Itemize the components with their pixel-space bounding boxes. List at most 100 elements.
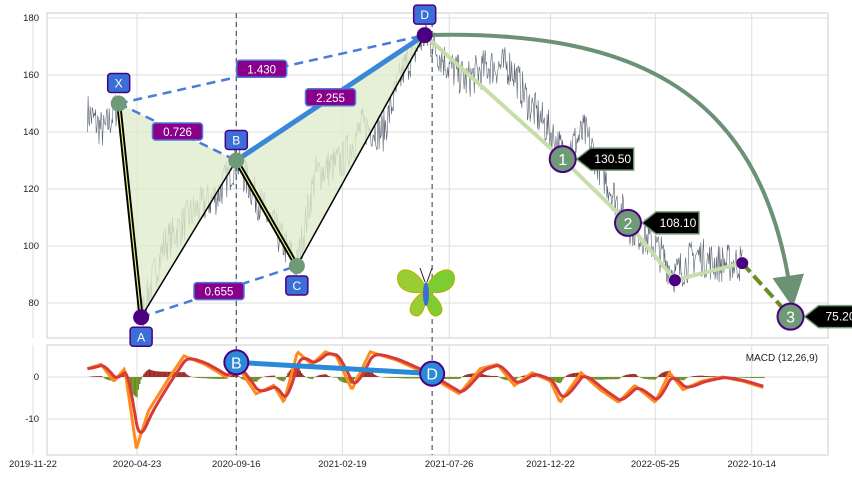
histogram-bar: [203, 377, 204, 378]
histogram-bar: [134, 377, 135, 396]
histogram-bar: [143, 374, 144, 377]
histogram-bar: [680, 377, 681, 380]
histogram-bar: [140, 377, 141, 380]
histogram-bar: [747, 377, 748, 378]
histogram-bar: [463, 376, 464, 377]
histogram-bar: [324, 374, 325, 377]
histogram-bar: [614, 377, 615, 379]
histogram-bar: [214, 377, 215, 379]
histogram-bar: [714, 376, 715, 377]
histogram-bar: [739, 377, 740, 378]
histogram-bar: [281, 377, 282, 381]
histogram-bar: [557, 377, 558, 383]
macd-tick-label: 0: [34, 372, 39, 383]
histogram-bar: [98, 376, 99, 377]
point-label: A: [137, 330, 145, 344]
point-label: C: [293, 279, 302, 293]
histogram-bar: [699, 376, 700, 377]
histogram-bar: [762, 377, 763, 378]
target-number: 1: [558, 152, 567, 169]
histogram-bar: [97, 376, 98, 377]
histogram-bar: [276, 377, 277, 379]
histogram-bar: [464, 375, 465, 377]
histogram-bar: [222, 377, 223, 379]
histogram-bar: [495, 376, 496, 377]
histogram-bar: [274, 376, 275, 377]
histogram-bar: [521, 376, 522, 377]
histogram-bar: [686, 377, 687, 378]
pattern-point: [111, 96, 127, 112]
histogram-bar: [207, 377, 208, 378]
histogram-bar: [354, 377, 355, 379]
histogram-bar: [187, 375, 188, 377]
x-tick-label: 2021-12-22: [526, 459, 575, 470]
histogram-bar: [162, 372, 163, 377]
histogram-bar: [597, 377, 598, 380]
histogram-bar: [634, 374, 635, 377]
histogram-bar: [301, 373, 302, 377]
histogram-bar: [221, 377, 222, 379]
histogram-bar: [554, 377, 555, 381]
histogram-bar: [606, 377, 607, 379]
histogram-bar: [108, 377, 109, 380]
histogram-bar: [199, 377, 200, 378]
histogram-bar: [204, 377, 205, 378]
histogram-bar: [746, 377, 747, 378]
histogram-bar: [608, 377, 609, 379]
histogram-bar: [649, 377, 650, 379]
histogram-bar: [206, 377, 207, 378]
histogram-bar: [563, 377, 564, 378]
histogram-bar: [566, 375, 567, 377]
histogram-bar: [615, 377, 616, 379]
histogram-bar: [487, 375, 488, 377]
histogram-bar: [648, 377, 649, 379]
histogram-bar: [612, 377, 613, 379]
histogram-bar: [623, 376, 624, 377]
histogram-bar: [456, 377, 457, 379]
histogram-bar: [219, 377, 220, 379]
y-tick-label: 120: [23, 184, 39, 195]
histogram-bar: [502, 377, 503, 379]
histogram-bar: [490, 376, 491, 377]
histogram-bar: [572, 373, 573, 377]
macd-panel: [47, 345, 828, 455]
histogram-bar: [309, 377, 310, 379]
histogram-bar: [631, 374, 632, 377]
histogram-bar: [703, 376, 704, 377]
histogram-bar: [253, 377, 254, 382]
histogram-bar: [104, 377, 105, 378]
histogram-bar: [599, 377, 600, 380]
histogram-bar: [603, 377, 604, 380]
histogram-bar: [210, 377, 211, 379]
histogram-bar: [399, 377, 400, 378]
histogram-bar: [750, 377, 751, 378]
histogram-bar: [410, 377, 411, 378]
x-tick-label: 2021-02-19: [318, 459, 367, 470]
x-tick-label: 2019-11-22: [9, 459, 57, 470]
histogram-bar: [758, 377, 759, 378]
histogram-bar: [604, 377, 605, 379]
histogram-bar: [195, 377, 196, 378]
histogram-bar: [211, 377, 212, 379]
histogram-bar: [339, 377, 340, 381]
histogram-bar: [664, 372, 665, 377]
histogram-bar: [308, 377, 309, 378]
histogram-bar: [523, 376, 524, 377]
histogram-bar: [600, 377, 601, 380]
point-label: B: [232, 134, 240, 148]
histogram-bar: [627, 375, 628, 377]
histogram-bar: [661, 373, 662, 377]
histogram-bar: [151, 370, 152, 377]
histogram-bar: [698, 376, 699, 377]
histogram-bar: [657, 376, 658, 377]
histogram-bar: [298, 368, 299, 377]
pattern-point: [417, 27, 433, 43]
histogram-bar: [387, 377, 388, 378]
histogram-bar: [215, 377, 216, 379]
histogram-bar: [323, 374, 324, 377]
histogram-bar: [402, 377, 403, 378]
histogram-bar: [202, 377, 203, 378]
histogram-bar: [712, 376, 713, 377]
pivot-dot: [669, 274, 681, 286]
